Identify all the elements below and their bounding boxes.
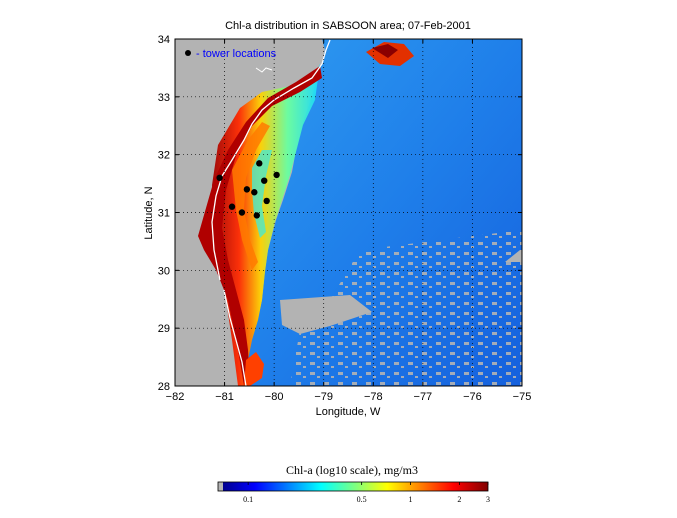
tower-marker xyxy=(253,212,260,219)
tower-marker xyxy=(216,174,223,181)
colorbar-tick-label: 1 xyxy=(409,495,413,504)
colorbar-tick-label: 0.1 xyxy=(243,495,253,504)
cloud-patch xyxy=(505,250,522,262)
x-tick-label: −75 xyxy=(513,391,532,403)
legend-marker-icon xyxy=(185,50,191,56)
colorbar-title: Chl-a (log10 scale), mg/m3 xyxy=(286,463,418,477)
x-tick-label: −78 xyxy=(364,391,383,403)
y-tick-label: 33 xyxy=(158,92,170,104)
colorbar-land-swatch xyxy=(218,482,223,491)
tower-markers xyxy=(216,160,280,219)
x-axis-ticks: −82 −81 −80 −79 −78 −77 −76 −75 xyxy=(166,39,532,403)
x-tick-label: −81 xyxy=(215,391,234,403)
y-tick-label: 32 xyxy=(158,150,170,162)
southern-bloom xyxy=(244,352,264,386)
x-tick-label: −82 xyxy=(166,391,185,403)
colorbar-ticks: 0.1 0.5 1 2 3 xyxy=(243,482,490,504)
tower-marker xyxy=(238,209,246,216)
y-tick-label: 31 xyxy=(158,208,170,220)
nearshore-orange xyxy=(232,122,270,270)
y-axis-label: Latitude, N xyxy=(143,186,155,239)
x-tick-label: −80 xyxy=(265,391,284,403)
y-axis-ticks: 28 29 30 31 32 33 34 xyxy=(158,34,522,393)
y-tick-label: 34 xyxy=(158,34,170,46)
x-tick-label: −77 xyxy=(414,391,433,403)
tower-marker xyxy=(228,203,236,210)
cloud-specks xyxy=(290,230,522,386)
coastline xyxy=(211,39,331,281)
x-tick-label: −76 xyxy=(463,391,482,403)
tower-marker xyxy=(261,177,268,184)
y-tick-label: 28 xyxy=(158,381,170,393)
y-tick-label: 29 xyxy=(158,323,170,335)
tower-marker xyxy=(263,197,270,205)
tower-marker xyxy=(251,189,258,196)
colorbar-tick-label: 3 xyxy=(486,495,490,504)
colorbar-tick-label: 0.5 xyxy=(357,495,367,504)
colorbar-tick-label: 2 xyxy=(457,495,461,504)
cloud-patch xyxy=(280,295,372,334)
x-tick-label: −79 xyxy=(314,391,333,403)
tower-marker xyxy=(256,160,263,167)
y-tick-label: 30 xyxy=(158,265,170,277)
colorbar-gradient xyxy=(223,482,488,491)
colorbar-frame xyxy=(217,481,489,492)
tower-marker xyxy=(243,186,251,193)
coastline xyxy=(223,289,247,386)
map-title: Chl-a distribution in SABSOON area; 07-F… xyxy=(225,20,471,32)
colorbar: Chl-a (log10 scale), mg/m3 0.1 0.5 1 2 3 xyxy=(217,463,490,504)
coastline-feature xyxy=(255,67,273,73)
legend-text: - tower locations xyxy=(196,48,277,60)
northern-bloom-core xyxy=(372,44,398,58)
x-axis-label: Longitude, W xyxy=(316,406,381,418)
legend: - tower locations xyxy=(185,48,277,60)
tower-marker xyxy=(273,171,280,179)
map-area xyxy=(175,39,522,386)
